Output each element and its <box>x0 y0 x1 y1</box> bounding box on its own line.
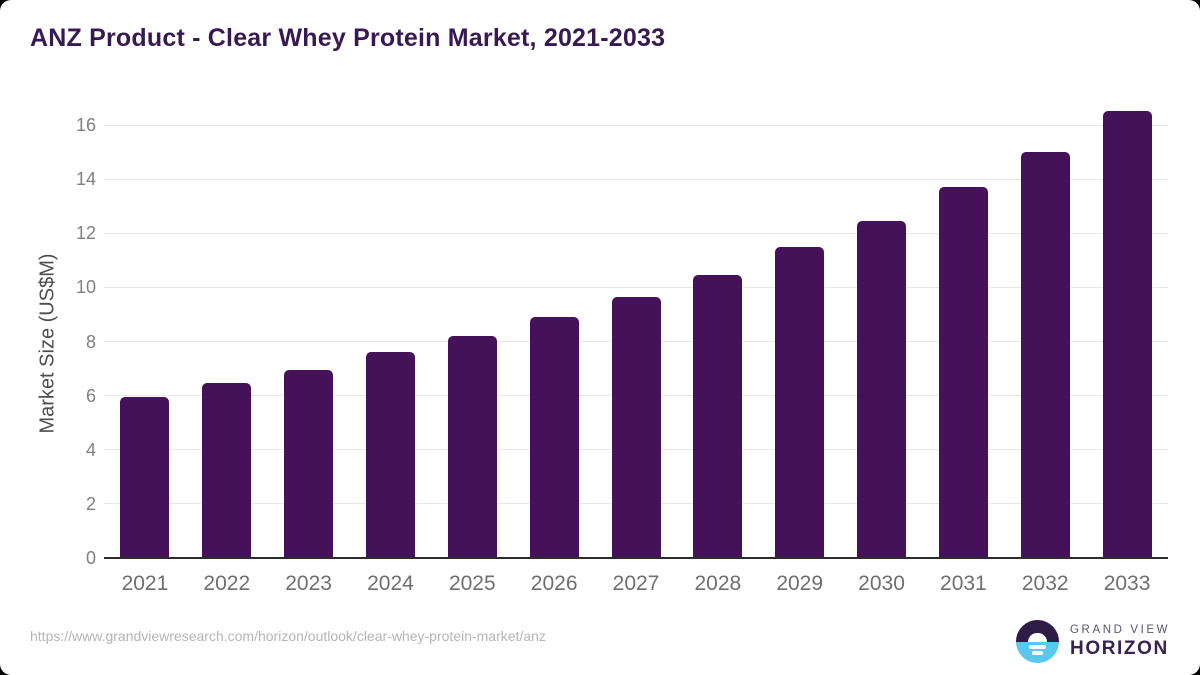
bar-2029[interactable] <box>775 246 825 558</box>
y-tick-label-2: 2 <box>85 493 96 514</box>
bar-2031[interactable] <box>938 187 988 558</box>
bar-2032[interactable] <box>1020 152 1070 558</box>
x-tick-label-2027: 2027 <box>612 572 660 595</box>
bar-2033[interactable] <box>1102 111 1152 558</box>
x-tick-label-2028: 2028 <box>694 572 742 595</box>
x-tick-label-2022: 2022 <box>203 572 251 595</box>
y-tick-label-12: 12 <box>75 223 96 244</box>
bar-2030[interactable] <box>857 221 907 558</box>
x-tick-label-2031: 2031 <box>940 572 987 595</box>
bar-2023[interactable] <box>284 369 334 558</box>
x-tick-label-2030: 2030 <box>858 572 905 595</box>
x-tick-label-2026: 2026 <box>530 572 578 595</box>
bar-2024[interactable] <box>365 352 415 558</box>
y-tick-label-16: 16 <box>75 115 96 135</box>
gridline-16 <box>104 124 1168 126</box>
x-tick-label-2025: 2025 <box>448 572 496 595</box>
sun-over-horizon-icon <box>1016 620 1059 663</box>
y-tick-label-14: 14 <box>75 169 96 190</box>
brand-name-top: GRAND VIEW <box>1070 623 1171 636</box>
x-tick-label-2024: 2024 <box>367 572 414 595</box>
x-axis-line <box>104 557 1168 559</box>
bar-2028[interactable] <box>693 275 743 558</box>
x-tick-label-2023: 2023 <box>285 572 332 595</box>
bar-2026[interactable] <box>529 317 579 558</box>
y-tick-label-8: 8 <box>85 331 96 352</box>
x-tick-label-2029: 2029 <box>776 572 824 595</box>
y-tick-label-0: 0 <box>85 548 96 568</box>
bar-2027[interactable] <box>611 296 661 558</box>
x-tick-label-2032: 2032 <box>1021 572 1069 595</box>
bar-2021[interactable] <box>120 396 170 558</box>
y-tick-label-6: 6 <box>85 385 96 406</box>
x-tick-label-2033: 2033 <box>1103 572 1151 595</box>
bar-2022[interactable] <box>202 383 252 558</box>
y-tick-label-10: 10 <box>75 277 96 298</box>
brand-name-bottom: HORIZON <box>1070 637 1169 659</box>
gridline-10 <box>104 286 1168 288</box>
source-url: https://www.grandviewresearch.com/horizo… <box>30 628 546 644</box>
y-tick-label-4: 4 <box>85 439 96 460</box>
gridline-14 <box>104 178 1168 180</box>
gridline-12 <box>104 232 1168 234</box>
x-tick-label-2021: 2021 <box>121 572 169 595</box>
bar-2025[interactable] <box>447 336 497 558</box>
chart-title: ANZ Product - Clear Whey Protein Market,… <box>30 24 666 52</box>
grand-view-horizon-logo: GRAND VIEW HORIZON <box>1016 620 1170 663</box>
